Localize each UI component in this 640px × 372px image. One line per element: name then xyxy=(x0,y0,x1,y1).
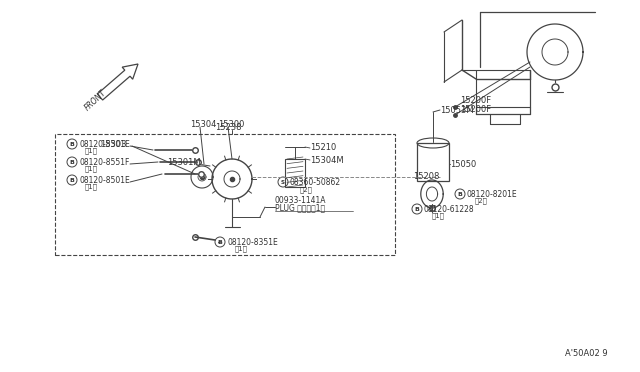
Text: 15238: 15238 xyxy=(215,122,241,131)
Text: （1）: （1） xyxy=(85,148,98,154)
Text: （2）: （2） xyxy=(300,187,313,193)
Text: FRONT: FRONT xyxy=(83,88,108,112)
Text: 15208: 15208 xyxy=(413,171,440,180)
Text: （1）: （1） xyxy=(235,246,248,252)
Text: PLUG プラグ（1）: PLUG プラグ（1） xyxy=(275,203,325,212)
Text: B: B xyxy=(70,177,74,183)
Text: S: S xyxy=(281,180,285,185)
Text: 15300: 15300 xyxy=(218,119,244,128)
Bar xyxy=(417,143,449,181)
Text: B: B xyxy=(458,192,463,196)
Text: 08120-8551F: 08120-8551F xyxy=(79,157,129,167)
Text: 08120-8201E: 08120-8201E xyxy=(467,189,518,199)
Text: B: B xyxy=(415,206,419,212)
Text: 08120-8501E: 08120-8501E xyxy=(79,176,130,185)
Text: 08120-61228: 08120-61228 xyxy=(424,205,475,214)
Text: 15200F: 15200F xyxy=(460,96,491,105)
Text: B: B xyxy=(70,141,74,147)
Text: 15053M: 15053M xyxy=(440,106,474,115)
Bar xyxy=(285,159,305,187)
Text: 08120-8501E: 08120-8501E xyxy=(79,140,130,148)
Text: A'50A02 9: A'50A02 9 xyxy=(565,350,607,359)
Bar xyxy=(55,134,395,255)
Text: B: B xyxy=(70,160,74,164)
Text: 15303: 15303 xyxy=(100,140,127,148)
Text: 15304: 15304 xyxy=(190,119,216,128)
Text: （1）: （1） xyxy=(85,166,98,172)
Text: 15050: 15050 xyxy=(450,160,476,169)
Text: 15304M: 15304M xyxy=(310,155,344,164)
Text: （1）: （1） xyxy=(85,184,98,190)
Text: 15301M: 15301M xyxy=(167,157,200,167)
Text: （1）: （1） xyxy=(432,213,445,219)
Text: 15200F: 15200F xyxy=(460,105,491,113)
Text: 08360-50862: 08360-50862 xyxy=(290,177,341,186)
Text: B: B xyxy=(218,240,223,244)
Text: （2）: （2） xyxy=(475,198,488,204)
Text: 00933-1141A: 00933-1141A xyxy=(275,196,326,205)
Polygon shape xyxy=(97,64,138,100)
Text: 08120-8351E: 08120-8351E xyxy=(227,237,278,247)
Text: 15210: 15210 xyxy=(310,142,336,151)
